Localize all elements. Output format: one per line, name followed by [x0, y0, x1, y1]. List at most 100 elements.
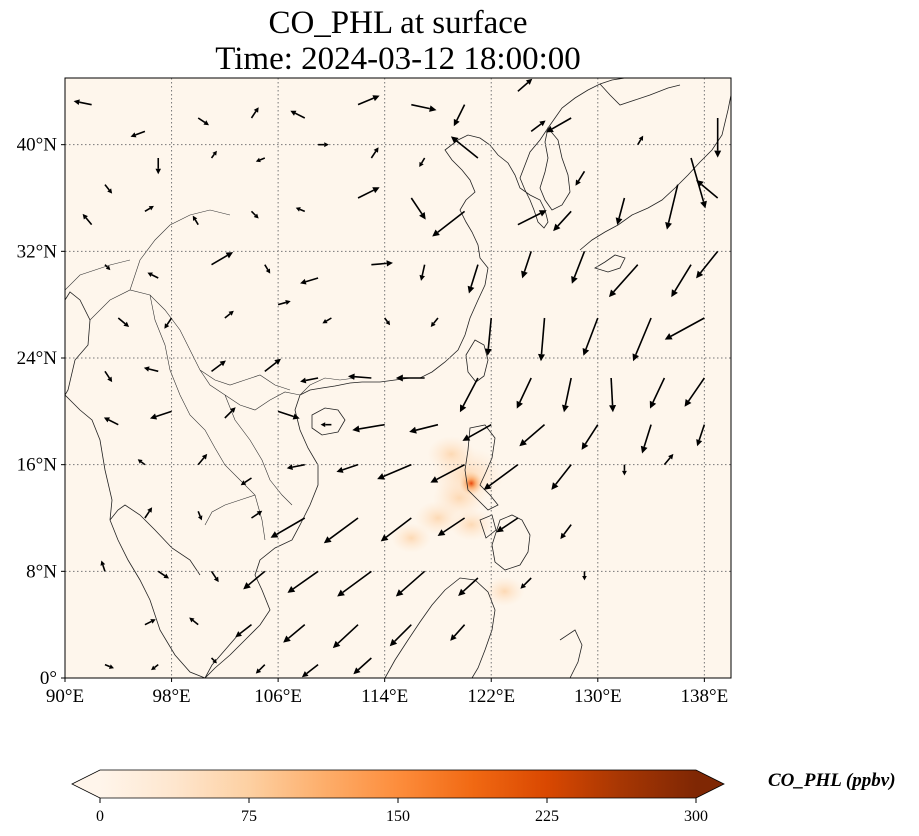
lat-tick-label: 24°N [17, 348, 58, 369]
wind-arrow [336, 463, 359, 473]
wind-arrow [250, 210, 259, 219]
wind-arrow [157, 570, 170, 579]
wind-arrow [530, 120, 546, 132]
wind-arrow [516, 377, 532, 409]
wind-arrow [117, 317, 130, 327]
wind-arrow [561, 377, 572, 413]
wind-arrow [432, 210, 466, 237]
wind-arrow [517, 210, 547, 226]
wind-arrow [151, 664, 159, 671]
coastline-visayas-mindanao [479, 514, 531, 571]
concentration-field [391, 436, 525, 607]
lon-tick-label: 98°E [152, 686, 190, 707]
wind-arrow [430, 463, 465, 483]
wind-arrow [545, 117, 572, 133]
wind-arrow [130, 130, 146, 138]
wind-arrow [295, 207, 306, 213]
concentration-plume-6 [427, 436, 476, 472]
wind-arrow [211, 360, 226, 372]
wind-arrow [560, 524, 572, 540]
wind-arrow [300, 277, 319, 285]
wind-arrow [395, 374, 425, 382]
wind-arrow [696, 250, 719, 279]
wind-arrow [149, 410, 172, 420]
concentration-hotspot [459, 471, 484, 496]
wind-arrow [411, 103, 437, 112]
colorbar-label: CO_PHL (ppbv) [768, 770, 896, 791]
wind-arrow [104, 663, 114, 669]
wind-arrow [277, 410, 300, 420]
wind-arrow [224, 407, 236, 419]
wind-arrow [608, 264, 639, 298]
wind-arrow [155, 158, 162, 175]
wind-arrow [380, 517, 412, 542]
wind-arrow [384, 317, 391, 326]
lat-tick-label: 16°N [17, 455, 58, 476]
wind-arrow [147, 272, 159, 279]
wind-arrow [337, 570, 372, 597]
wind-arrow [575, 170, 586, 186]
wind-arrow [409, 423, 439, 434]
wind-arrow [458, 577, 479, 596]
coastline-japan [579, 94, 731, 273]
wind-arrow [73, 99, 92, 106]
wind-arrow [632, 317, 652, 362]
wind-arrow [301, 664, 319, 678]
lat-tick-label: 40°N [17, 135, 58, 156]
wind-arrow [684, 377, 706, 407]
wind-arrow [538, 317, 546, 362]
colorbar-tick-label: 0 [96, 808, 104, 825]
wind-arrow [665, 184, 679, 230]
lon-tick-label: 106°E [254, 686, 302, 707]
wind-arrow [582, 571, 587, 581]
wind-arrow [571, 251, 586, 284]
wind-arrow [211, 252, 234, 266]
wind-arrow [371, 260, 393, 267]
wind-arrow [100, 560, 106, 572]
wind-arrow [243, 570, 266, 590]
wind-arrow [104, 184, 113, 194]
lon-tick-label: 122°E [467, 686, 515, 707]
colorbar: 0 75 150 225 300 [71, 769, 725, 825]
wind-arrow [357, 95, 380, 106]
wind-arrow [484, 317, 493, 356]
lat-tick-label: 8°N [26, 561, 57, 582]
wind-arrow [352, 423, 385, 433]
coastline-sulawesi [559, 629, 583, 678]
lon-tick-label: 138°E [681, 686, 729, 707]
wind-arrow [300, 377, 319, 384]
wind-arrow [483, 464, 519, 490]
map-frame [64, 77, 732, 679]
wind-arrow [649, 377, 666, 409]
lon-tick-label: 90°E [46, 686, 84, 707]
colorbar-extend-max [696, 770, 724, 798]
colorbar-tick-label: 300 [684, 808, 708, 825]
wind-arrow [347, 373, 372, 380]
wind-arrow [323, 517, 359, 544]
wind-arrow [264, 264, 271, 274]
wind-arrow [450, 136, 479, 159]
concentration-plume-4 [449, 508, 493, 541]
wind-arrow [430, 317, 439, 327]
colorbar-tick-label: 150 [386, 808, 410, 825]
wind-arrow [144, 205, 154, 213]
wind-arrow [419, 157, 426, 167]
wind-arrow [395, 570, 426, 597]
wind-arrow [144, 507, 153, 519]
concentration-plume-3 [391, 523, 432, 553]
lon-tick-label: 130°E [574, 686, 622, 707]
wind-arrow [609, 377, 617, 413]
wind-arrow [270, 517, 306, 538]
wind-arrow [517, 78, 533, 92]
wind-arrow [210, 657, 217, 664]
coastlines [65, 78, 731, 678]
wind-arrow [164, 317, 173, 329]
wind-arrow [696, 424, 706, 447]
wind-arrow [250, 107, 259, 119]
wind-arrow [553, 210, 572, 232]
lon-tick-label: 114°E [361, 686, 408, 707]
wind-arrow [82, 213, 93, 226]
wind-arrow [287, 570, 319, 593]
coastline-luzon [464, 424, 499, 511]
